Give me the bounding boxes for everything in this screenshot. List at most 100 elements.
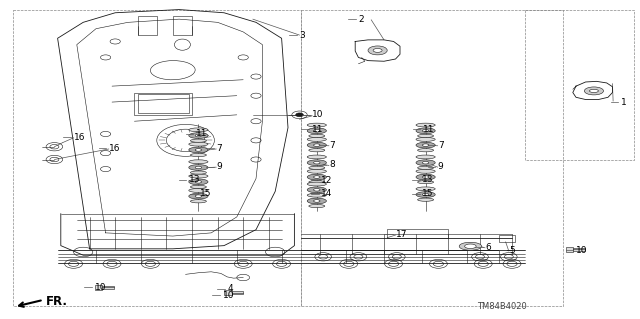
Ellipse shape bbox=[584, 87, 604, 95]
Circle shape bbox=[296, 113, 303, 117]
Text: 4: 4 bbox=[227, 284, 233, 293]
Bar bbox=[138, 16, 157, 35]
Bar bbox=[387, 229, 448, 238]
Bar bbox=[95, 285, 102, 290]
Ellipse shape bbox=[307, 182, 326, 186]
Ellipse shape bbox=[314, 176, 320, 178]
Bar bbox=[232, 291, 243, 294]
Ellipse shape bbox=[307, 142, 326, 148]
Ellipse shape bbox=[307, 137, 326, 141]
Ellipse shape bbox=[416, 155, 435, 159]
Ellipse shape bbox=[418, 134, 434, 137]
Ellipse shape bbox=[189, 193, 208, 199]
Ellipse shape bbox=[307, 193, 326, 197]
Ellipse shape bbox=[189, 160, 208, 164]
Text: 1: 1 bbox=[621, 98, 627, 107]
Bar bbox=[224, 290, 232, 295]
Text: 10: 10 bbox=[312, 110, 324, 119]
Text: 15: 15 bbox=[200, 189, 212, 198]
Ellipse shape bbox=[589, 89, 598, 93]
Ellipse shape bbox=[195, 195, 202, 197]
Ellipse shape bbox=[418, 198, 434, 201]
Ellipse shape bbox=[314, 200, 320, 202]
Ellipse shape bbox=[189, 142, 208, 146]
Text: 2: 2 bbox=[358, 15, 364, 24]
Ellipse shape bbox=[189, 147, 208, 153]
Text: 13: 13 bbox=[422, 175, 434, 184]
Ellipse shape bbox=[416, 174, 435, 180]
Ellipse shape bbox=[191, 153, 206, 157]
Ellipse shape bbox=[309, 134, 325, 137]
Text: 16: 16 bbox=[74, 133, 85, 142]
Ellipse shape bbox=[422, 193, 429, 196]
Text: 8: 8 bbox=[329, 160, 335, 169]
Ellipse shape bbox=[416, 137, 435, 141]
Ellipse shape bbox=[189, 128, 208, 132]
Bar bbox=[102, 286, 114, 289]
Text: 6: 6 bbox=[485, 243, 491, 252]
Text: 9: 9 bbox=[216, 162, 222, 171]
Text: 14: 14 bbox=[321, 189, 333, 198]
Text: 12: 12 bbox=[321, 176, 333, 185]
Ellipse shape bbox=[191, 185, 206, 189]
Ellipse shape bbox=[368, 46, 387, 55]
Bar bbox=[138, 94, 189, 113]
Ellipse shape bbox=[309, 166, 325, 169]
Ellipse shape bbox=[422, 176, 429, 178]
Ellipse shape bbox=[307, 155, 326, 159]
Text: 3: 3 bbox=[300, 31, 305, 40]
Text: TM84B4020: TM84B4020 bbox=[477, 302, 527, 311]
Ellipse shape bbox=[309, 149, 325, 152]
Ellipse shape bbox=[416, 192, 435, 197]
Ellipse shape bbox=[195, 166, 202, 169]
Text: 9: 9 bbox=[438, 162, 444, 171]
Text: 16: 16 bbox=[109, 144, 120, 153]
Ellipse shape bbox=[416, 123, 435, 127]
Ellipse shape bbox=[418, 181, 434, 184]
Text: FR.: FR. bbox=[46, 295, 68, 308]
Text: 10: 10 bbox=[95, 283, 106, 292]
Ellipse shape bbox=[465, 244, 476, 249]
Ellipse shape bbox=[195, 134, 202, 137]
Text: 13: 13 bbox=[189, 175, 200, 184]
Bar bbox=[134, 93, 192, 115]
Ellipse shape bbox=[195, 181, 202, 183]
Ellipse shape bbox=[418, 166, 434, 169]
Ellipse shape bbox=[189, 179, 208, 185]
Ellipse shape bbox=[189, 189, 208, 192]
Text: 17: 17 bbox=[396, 230, 407, 239]
Ellipse shape bbox=[189, 174, 208, 178]
Text: 7: 7 bbox=[216, 144, 222, 153]
Ellipse shape bbox=[195, 149, 202, 151]
Ellipse shape bbox=[416, 142, 435, 148]
Ellipse shape bbox=[307, 174, 326, 180]
Ellipse shape bbox=[309, 193, 325, 197]
Ellipse shape bbox=[422, 161, 429, 164]
Ellipse shape bbox=[309, 181, 325, 184]
Ellipse shape bbox=[314, 161, 320, 164]
Ellipse shape bbox=[189, 133, 208, 138]
Ellipse shape bbox=[307, 160, 326, 166]
Ellipse shape bbox=[307, 187, 326, 193]
Ellipse shape bbox=[314, 144, 320, 146]
Text: 10: 10 bbox=[223, 291, 234, 300]
Text: 11: 11 bbox=[196, 130, 207, 138]
Ellipse shape bbox=[191, 139, 206, 142]
Bar bbox=[499, 235, 515, 242]
Text: 10: 10 bbox=[576, 246, 588, 255]
Ellipse shape bbox=[309, 204, 325, 208]
Ellipse shape bbox=[416, 169, 435, 173]
Ellipse shape bbox=[422, 130, 429, 132]
Bar bbox=[566, 247, 573, 252]
Ellipse shape bbox=[191, 200, 206, 203]
Ellipse shape bbox=[416, 160, 435, 166]
Ellipse shape bbox=[314, 130, 320, 132]
Ellipse shape bbox=[416, 128, 435, 134]
Text: 11: 11 bbox=[312, 125, 323, 134]
Text: 5: 5 bbox=[509, 246, 515, 255]
Bar bbox=[573, 248, 585, 251]
Ellipse shape bbox=[416, 187, 435, 191]
Ellipse shape bbox=[373, 48, 382, 52]
Text: 7: 7 bbox=[329, 141, 335, 150]
Ellipse shape bbox=[189, 165, 208, 170]
